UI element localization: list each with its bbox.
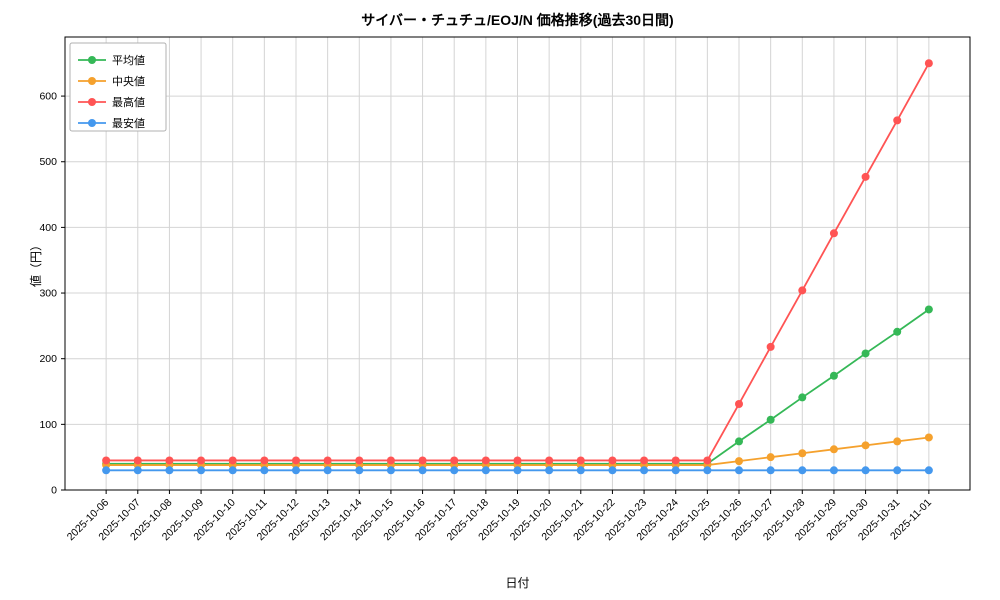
data-point	[323, 466, 332, 475]
data-point	[829, 229, 838, 238]
data-point	[291, 466, 300, 475]
data-point	[481, 456, 490, 465]
data-point	[450, 456, 459, 465]
data-point	[418, 466, 427, 475]
data-point	[893, 116, 902, 125]
data-point	[228, 456, 237, 465]
data-point	[703, 456, 712, 465]
legend-label: 最安値	[112, 116, 145, 130]
data-point	[893, 466, 902, 475]
data-point	[798, 466, 807, 475]
data-point	[291, 456, 300, 465]
data-point	[165, 466, 174, 475]
data-point	[735, 399, 744, 408]
data-point	[640, 456, 649, 465]
data-point	[924, 305, 933, 314]
data-point	[735, 437, 744, 446]
y-tick-label: 600	[39, 91, 57, 103]
y-tick-label: 400	[39, 222, 57, 234]
data-point	[513, 466, 522, 475]
data-point	[481, 466, 490, 475]
data-point	[545, 466, 554, 475]
data-point	[386, 466, 395, 475]
data-point	[829, 371, 838, 380]
data-point	[798, 449, 807, 458]
legend-label: 最高値	[112, 95, 145, 109]
data-point	[228, 466, 237, 475]
data-point	[703, 466, 712, 475]
legend-marker	[88, 77, 96, 85]
data-point	[766, 466, 775, 475]
data-point	[766, 415, 775, 424]
data-point	[165, 456, 174, 465]
data-point	[798, 286, 807, 295]
data-point	[355, 456, 364, 465]
data-point	[418, 456, 427, 465]
legend-label: 平均値	[112, 54, 145, 67]
data-point	[671, 456, 680, 465]
series-line-3	[102, 466, 933, 475]
data-point	[133, 456, 142, 465]
data-point	[640, 466, 649, 475]
data-point	[133, 466, 142, 475]
x-axis: 2025-10-062025-10-072025-10-082025-10-09…	[65, 490, 934, 543]
legend-box	[69, 42, 167, 132]
data-point	[323, 456, 332, 465]
data-point	[355, 466, 364, 475]
data-point	[924, 433, 933, 442]
data-point	[766, 453, 775, 462]
chart-title: サイバー・チュチュ/EOJ/N 価格推移(過去30日間)	[361, 12, 674, 28]
data-point	[513, 456, 522, 465]
data-point	[829, 445, 838, 454]
data-point	[576, 466, 585, 475]
data-point	[576, 456, 585, 465]
legend-label: 中央値	[112, 75, 145, 88]
data-point	[735, 466, 744, 475]
series-line-2	[102, 59, 933, 465]
y-tick-label: 300	[39, 288, 57, 300]
y-tick-label: 200	[39, 353, 57, 365]
data-point	[102, 456, 111, 465]
data-point	[197, 456, 206, 465]
y-tick-label: 100	[39, 419, 57, 431]
data-point	[608, 466, 617, 475]
data-point	[861, 349, 870, 358]
data-point	[924, 59, 933, 68]
data-point	[798, 393, 807, 402]
data-point	[197, 466, 206, 475]
data-point	[671, 466, 680, 475]
data-point	[829, 466, 838, 475]
data-point	[893, 327, 902, 336]
data-point	[450, 466, 459, 475]
data-point	[735, 457, 744, 466]
legend-marker	[88, 56, 96, 64]
data-point	[861, 441, 870, 450]
data-point	[893, 437, 902, 446]
data-point	[260, 456, 269, 465]
legend-marker	[88, 98, 96, 106]
data-point	[386, 456, 395, 465]
data-point	[102, 466, 111, 475]
data-point	[608, 456, 617, 465]
data-point	[861, 172, 870, 181]
x-axis-label: 日付	[505, 576, 530, 590]
y-tick-label: 500	[39, 156, 57, 168]
data-point	[924, 466, 933, 475]
grid	[65, 37, 970, 491]
y-tick-label: 0	[51, 485, 57, 497]
data-point	[766, 342, 775, 351]
legend-marker	[88, 119, 96, 127]
data-point	[260, 466, 269, 475]
y-axis: 0 100 200 300 400 500 600	[39, 91, 65, 497]
data-point	[861, 466, 870, 475]
data-point	[545, 456, 554, 465]
